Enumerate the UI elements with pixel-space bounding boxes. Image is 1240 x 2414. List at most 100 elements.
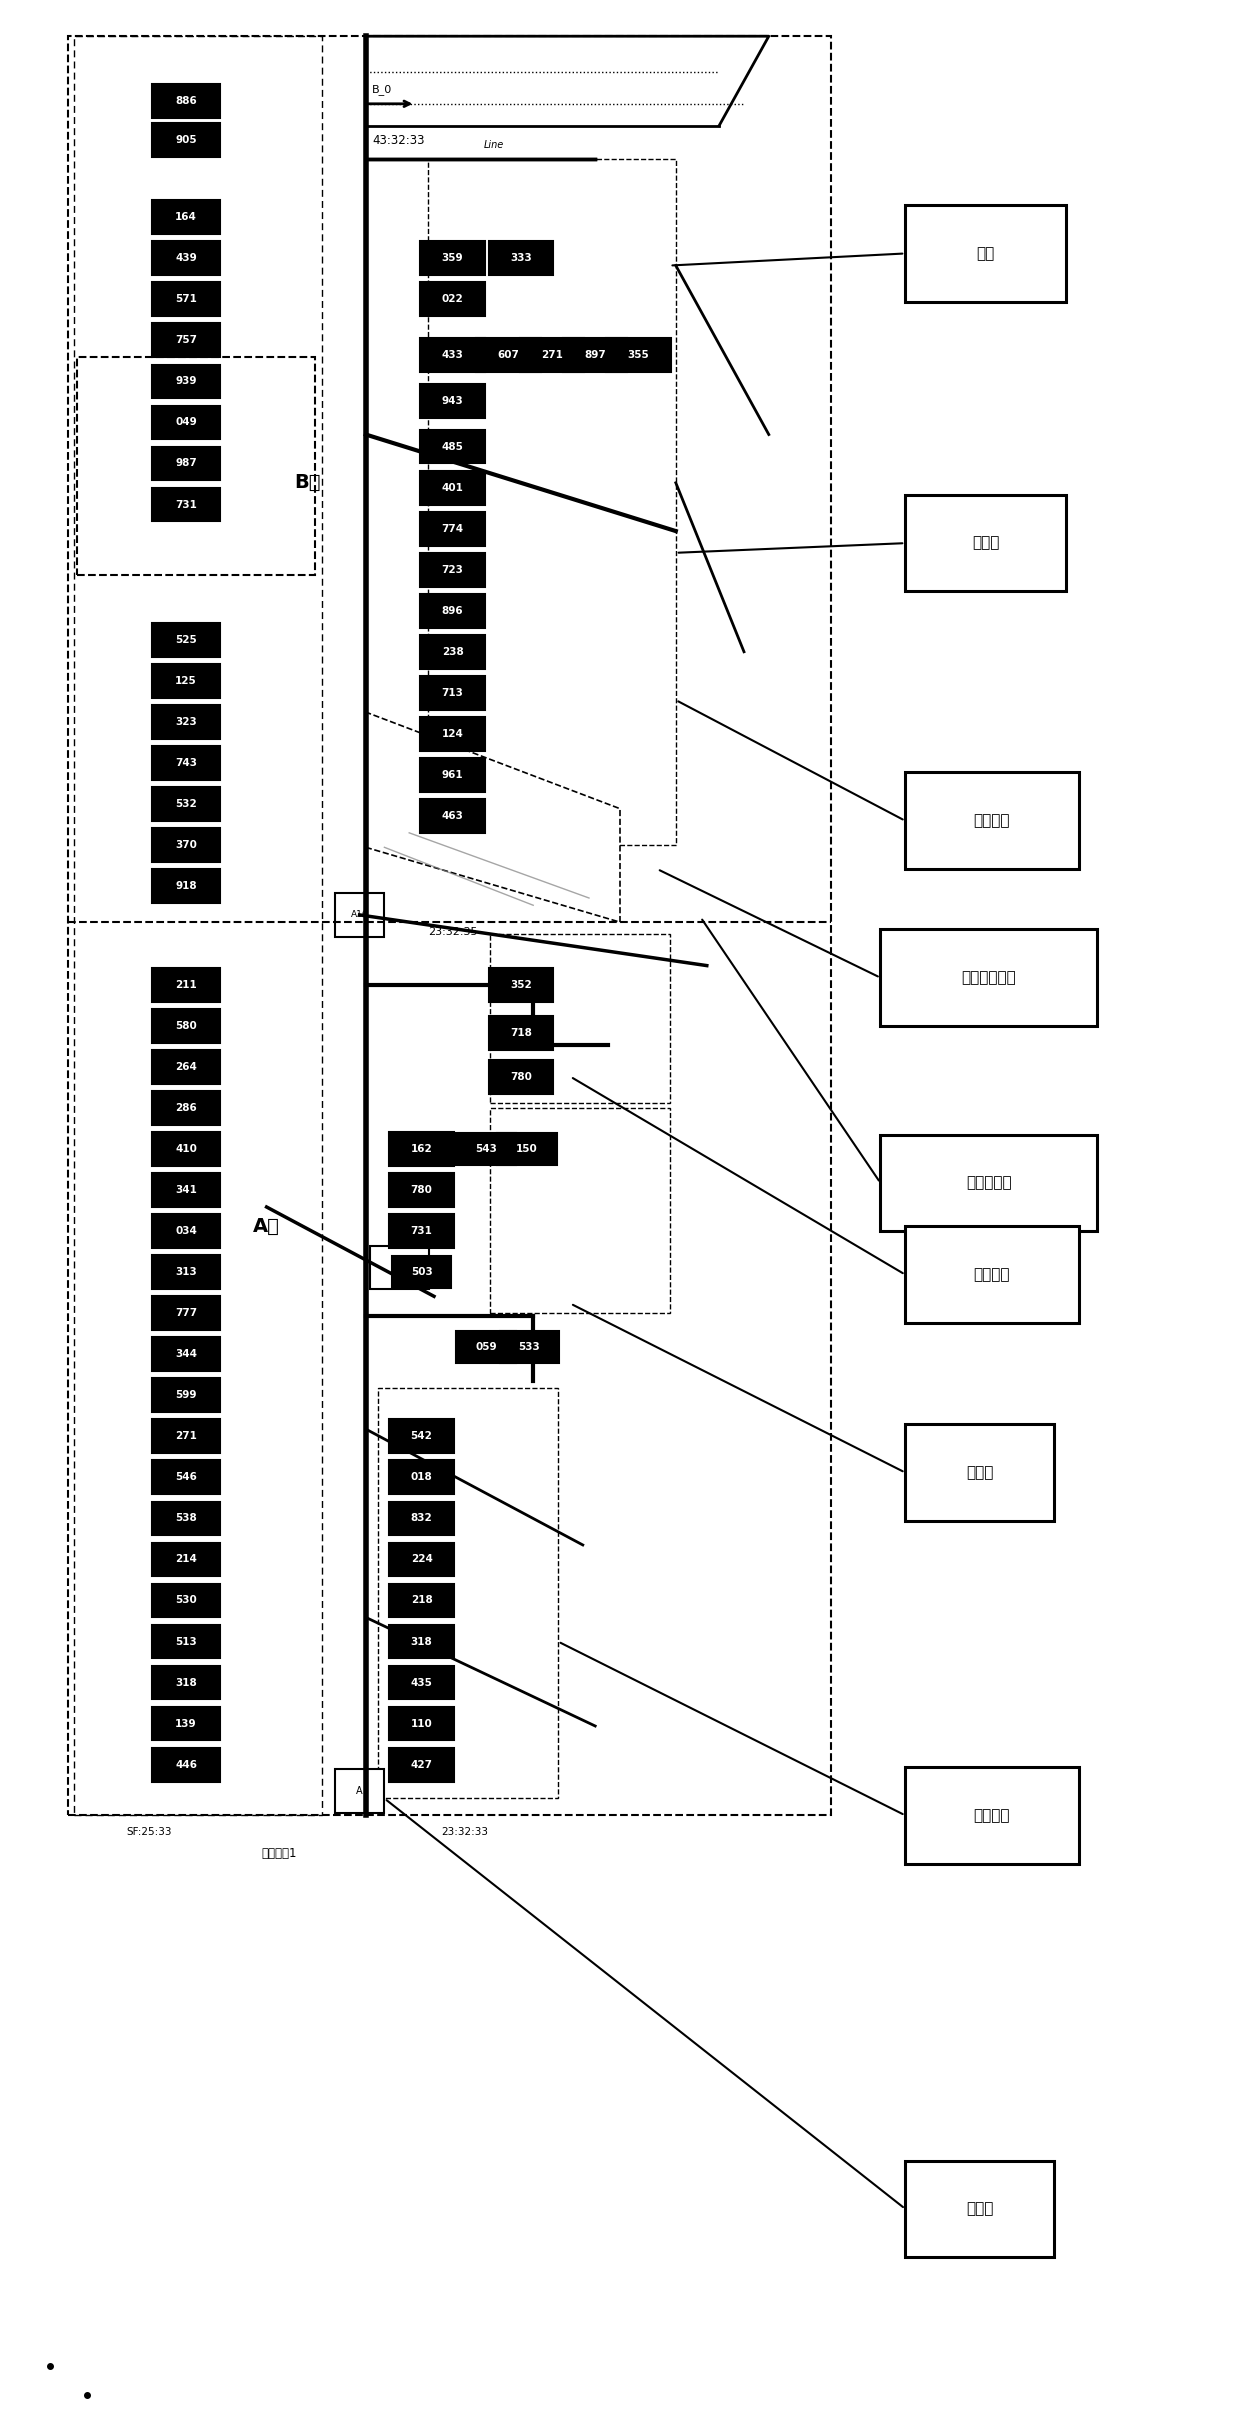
Bar (151, 1502, 221, 1535)
Bar (389, 1419, 454, 1453)
Bar (420, 717, 485, 751)
Bar (151, 123, 221, 157)
Bar (151, 488, 221, 521)
Text: 713: 713 (441, 688, 464, 698)
Bar (151, 365, 221, 398)
Bar (151, 1132, 221, 1166)
Bar (420, 282, 485, 316)
Bar (420, 430, 485, 463)
Text: 905: 905 (175, 135, 197, 145)
Bar (880, 1135, 1097, 1231)
Bar (151, 241, 221, 275)
Text: 777: 777 (175, 1308, 197, 1318)
Text: 896: 896 (441, 606, 464, 616)
Bar (151, 200, 221, 234)
Bar (389, 1132, 454, 1166)
Bar (378, 1388, 558, 1798)
Text: 918: 918 (175, 881, 197, 891)
Bar (77, 357, 315, 575)
Bar (151, 1255, 221, 1289)
Bar (420, 471, 485, 505)
Bar (905, 1226, 1079, 1323)
Text: 943: 943 (441, 396, 464, 406)
Text: 359: 359 (441, 253, 464, 263)
Bar (420, 241, 485, 275)
Text: 150: 150 (516, 1144, 538, 1154)
Bar (151, 705, 221, 739)
Text: 318: 318 (175, 1678, 197, 1687)
Text: 743: 743 (175, 758, 197, 768)
Text: 出入口: 出入口 (966, 2202, 993, 2216)
Bar (151, 1419, 221, 1453)
Bar (389, 1502, 454, 1535)
Bar (151, 664, 221, 698)
Bar (151, 1296, 221, 1330)
Bar (420, 758, 485, 792)
Text: 533: 533 (518, 1342, 541, 1352)
Text: 导航路径: 导航路径 (973, 814, 1011, 828)
Text: 599: 599 (175, 1390, 197, 1400)
Bar (476, 338, 541, 372)
Text: 427: 427 (410, 1760, 433, 1769)
Bar (490, 934, 670, 1103)
Text: 886: 886 (175, 97, 197, 106)
Bar (151, 968, 221, 1002)
Text: B_0: B_0 (372, 84, 392, 94)
Bar (500, 1333, 559, 1361)
Text: 单边线: 单边线 (972, 536, 999, 550)
Text: 264: 264 (175, 1062, 197, 1072)
Bar (151, 1173, 221, 1207)
Text: 780: 780 (410, 1185, 433, 1195)
Text: 525: 525 (175, 635, 197, 645)
Bar (905, 1767, 1079, 1864)
Bar (151, 84, 221, 118)
Bar (335, 1769, 384, 1813)
Text: 211: 211 (175, 980, 197, 990)
Text: A区: A区 (253, 1217, 280, 1236)
Text: 162: 162 (410, 1144, 433, 1154)
Bar (74, 36, 322, 1815)
Text: 344: 344 (175, 1349, 197, 1359)
Text: 439: 439 (175, 253, 197, 263)
Text: 513: 513 (175, 1637, 197, 1646)
Bar (151, 1666, 221, 1699)
Bar (151, 1009, 221, 1043)
Bar (151, 1748, 221, 1782)
Text: A16: A16 (351, 910, 368, 920)
Text: 271: 271 (541, 350, 563, 360)
Text: 110: 110 (410, 1719, 433, 1728)
Text: 323: 323 (175, 717, 197, 727)
Bar (389, 1460, 454, 1494)
Bar (428, 159, 676, 845)
Bar (389, 1214, 454, 1248)
Text: 43:32:33: 43:32:33 (372, 133, 424, 147)
Text: 542: 542 (410, 1432, 433, 1441)
Text: 124: 124 (441, 729, 464, 739)
Bar (151, 869, 221, 903)
Bar (335, 893, 384, 937)
Bar (151, 282, 221, 316)
Text: 731: 731 (410, 1226, 433, 1236)
Text: 区隔标识线: 区隔标识线 (966, 1176, 1012, 1190)
Bar (489, 1060, 553, 1094)
Text: 532: 532 (175, 799, 197, 809)
Bar (389, 1748, 454, 1782)
Bar (389, 1173, 454, 1207)
Text: 西门入口1: 西门入口1 (262, 1847, 296, 1861)
Text: 961: 961 (441, 770, 464, 780)
Text: 341: 341 (175, 1185, 197, 1195)
Bar (68, 36, 831, 1815)
Bar (489, 968, 553, 1002)
Bar (420, 553, 485, 587)
Text: 485: 485 (441, 442, 464, 451)
Bar (151, 787, 221, 821)
Text: 034: 034 (175, 1226, 197, 1236)
Text: 433: 433 (441, 350, 464, 360)
Text: 987: 987 (175, 459, 197, 468)
Bar (151, 1625, 221, 1658)
Text: 318: 318 (410, 1637, 433, 1646)
Bar (389, 1543, 454, 1576)
Text: 401: 401 (441, 483, 464, 492)
Text: 355: 355 (627, 350, 650, 360)
Bar (420, 512, 485, 546)
